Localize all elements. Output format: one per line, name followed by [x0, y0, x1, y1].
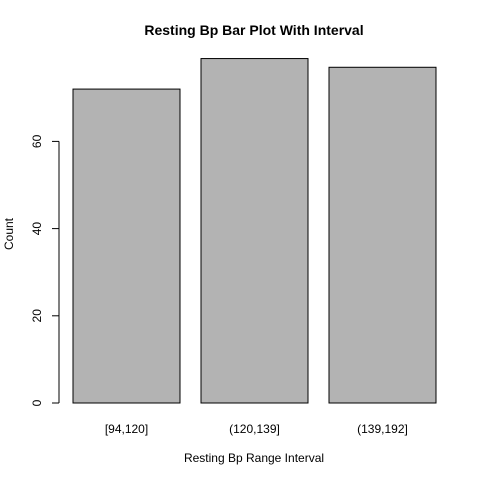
- bar-1: [200, 58, 309, 404]
- y-tick-label-2: 40: [30, 222, 44, 236]
- bar-0: [72, 88, 181, 404]
- x-tick-labels: [94,120] (120,139] (139,192]: [105, 422, 408, 436]
- x-axis-label: Resting Bp Range Interval: [184, 451, 324, 465]
- bars-group: [72, 58, 437, 404]
- y-tick-label-0: 0: [30, 399, 44, 406]
- y-tick-label-3: 60: [30, 134, 44, 148]
- x-tick-label-0: [94,120]: [105, 422, 148, 436]
- x-tick-label-2: (139,192]: [357, 422, 408, 436]
- y-axis: 0 20 40 60: [30, 134, 60, 406]
- y-axis-label: Count: [2, 217, 16, 250]
- x-tick-label-1: (120,139]: [229, 422, 280, 436]
- chart-title: Resting Bp Bar Plot With Interval: [144, 22, 363, 38]
- bar-2: [328, 66, 437, 404]
- y-tick-label-1: 20: [30, 309, 44, 323]
